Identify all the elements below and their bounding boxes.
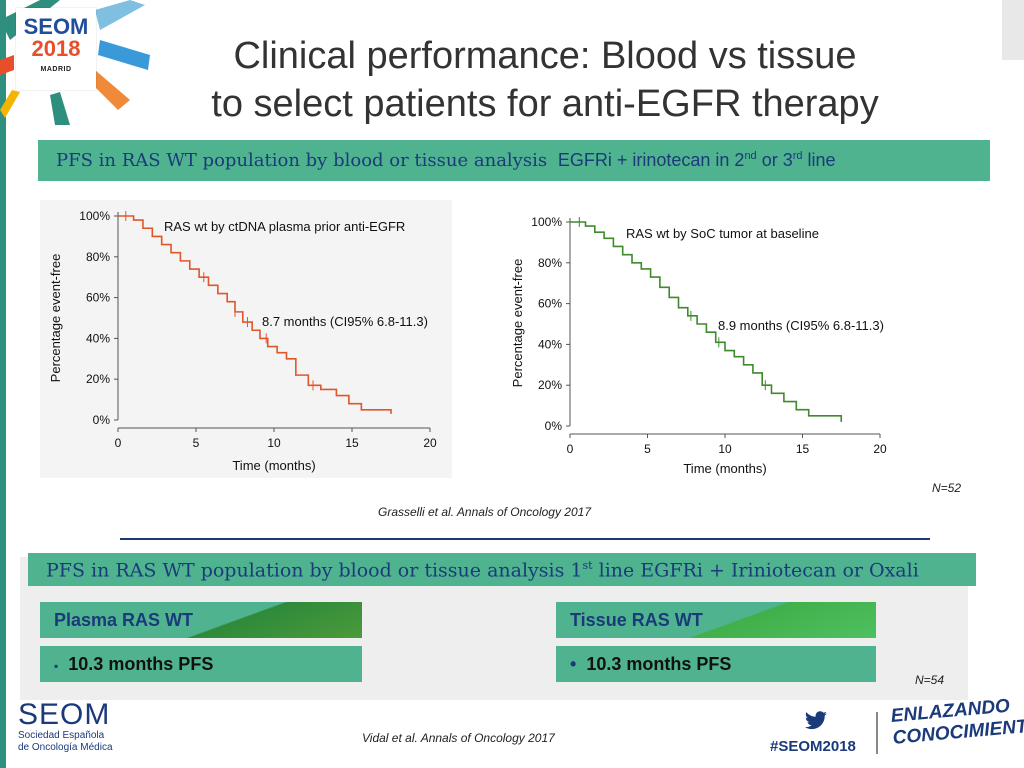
n-label-top: N=52	[932, 481, 962, 495]
y-tick-label: 0%	[545, 419, 563, 433]
chart-annotation: 8.7 months (CI95% 6.8-11.3)	[262, 314, 428, 329]
top-banner-sup1: nd	[744, 150, 757, 162]
seom-footer-sub2: de Oncología Médica	[18, 742, 113, 753]
chart-ylabel: Percentage event-free	[510, 259, 525, 388]
seom-footer-logo: SEOM Sociedad Española de Oncología Médi…	[18, 700, 128, 754]
citation-bottom: Vidal et al. Annals of Oncology 2017	[362, 731, 555, 745]
tagline: ENLAZANDO CONOCIMIENTO	[890, 693, 1024, 750]
plasma-km-chart: RAS wt by ctDNA plasma prior anti-EGFR 8…	[48, 209, 437, 473]
top-banner-sans-a: EGFRi + irinotecan in 2	[557, 150, 745, 170]
y-tick-label: 40%	[538, 337, 562, 351]
top-banner-sans: EGFRi + irinotecan in 2nd or 3rd line	[553, 150, 836, 170]
plasma-box-value: ▪ 10.3 months PFS	[40, 646, 362, 682]
top-banner-text: PFS in RAS WT population by blood or tis…	[56, 150, 836, 171]
bottom-banner-part2: line EGFRi + Iriniotecan or Oxali	[592, 559, 919, 582]
y-tick-label: 20%	[86, 372, 110, 386]
x-tick-label: 15	[345, 436, 359, 450]
y-tick-label: 0%	[93, 413, 111, 427]
logo-year-text: 2018	[31, 36, 81, 61]
logo-city-text: MADRID	[40, 66, 72, 73]
n-label-bottom: N=54	[915, 673, 945, 687]
plasma-bullet-icon: ▪	[54, 659, 59, 673]
km-curve-tissue-ras-wt	[570, 221, 843, 422]
km-curve-plasma-ras-wt	[118, 215, 392, 414]
plasma-box-value-text: 10.3 months PFS	[68, 654, 214, 674]
tissue-box-header: Tissue RAS WT	[556, 602, 876, 638]
top-banner-sup2: rd	[792, 150, 803, 162]
title-line-2: to select patients for anti-EGFR therapy	[211, 83, 879, 125]
x-tick-label: 0	[567, 442, 574, 456]
bottom-banner-sup: st	[582, 559, 593, 572]
x-tick-label: 10	[718, 442, 732, 456]
y-tick-label: 60%	[538, 297, 562, 311]
top-banner-serif: PFS in RAS WT population by blood or tis…	[56, 150, 548, 171]
chart-ylabel: Percentage event-free	[48, 254, 63, 383]
hashtag-text: #SEOM2018	[770, 738, 856, 755]
x-tick-label: 10	[267, 436, 281, 450]
section-divider	[120, 538, 930, 540]
y-tick-label: 80%	[86, 250, 110, 264]
y-tick-label: 20%	[538, 378, 562, 392]
seom-2018-logo: SEOM 2018 MADRID	[16, 8, 96, 90]
chart-xlabel: Time (months)	[683, 461, 766, 476]
citation-top: Grasselli et al. Annals of Oncology 2017	[378, 505, 592, 519]
tissue-box-value: • 10.3 months PFS	[556, 646, 876, 682]
left-accent-stripe	[0, 0, 6, 768]
chart-xlabel: Time (months)	[232, 458, 315, 473]
tissue-box-value-text: 10.3 months PFS	[586, 654, 732, 674]
logo-seom-text: SEOM	[23, 14, 89, 39]
tissue-bullet-icon: •	[570, 654, 577, 674]
y-tick-label: 100%	[79, 209, 110, 223]
x-tick-label: 20	[873, 442, 887, 456]
chart-title: RAS wt by SoC tumor at baseline	[626, 226, 819, 241]
top-banner-mid: or 3	[756, 150, 793, 170]
slide-title: Clinical performance: Blood vs tissue to…	[110, 32, 980, 128]
seom-footer-title: SEOM	[18, 698, 111, 731]
chart-title: RAS wt by ctDNA plasma prior anti-EGFR	[164, 219, 405, 234]
x-tick-label: 15	[796, 442, 810, 456]
plasma-chart-background	[40, 200, 452, 478]
top-banner-end: line	[802, 150, 836, 170]
twitter-bird-icon	[805, 711, 827, 730]
bottom-banner-text: PFS in RAS WT population by blood or tis…	[46, 559, 919, 581]
seom-footer-sub1: Sociedad Española	[18, 730, 105, 741]
y-tick-label: 80%	[538, 256, 562, 270]
top-right-accent	[1002, 0, 1024, 60]
bottom-banner-part1: PFS in RAS WT population by blood or tis…	[46, 559, 583, 582]
plasma-box-header-text: Plasma RAS WT	[54, 610, 194, 630]
x-tick-label: 5	[193, 436, 200, 450]
title-line-1: Clinical performance: Blood vs tissue	[233, 35, 857, 77]
x-tick-label: 5	[644, 442, 651, 456]
x-tick-label: 20	[423, 436, 437, 450]
top-banner	[38, 140, 990, 181]
plasma-box-header: Plasma RAS WT	[40, 602, 362, 638]
bottom-banner	[28, 553, 976, 586]
y-tick-label: 40%	[86, 331, 110, 345]
footer-divider	[876, 712, 878, 754]
tissue-km-chart: RAS wt by SoC tumor at baseline 8.9 mont…	[510, 215, 887, 476]
y-tick-label: 60%	[86, 291, 110, 305]
tissue-box-header-text: Tissue RAS WT	[570, 610, 703, 630]
chart-annotation: 8.9 months (CI95% 6.8-11.3)	[718, 318, 884, 333]
x-tick-label: 0	[115, 436, 122, 450]
y-tick-label: 100%	[531, 215, 562, 229]
